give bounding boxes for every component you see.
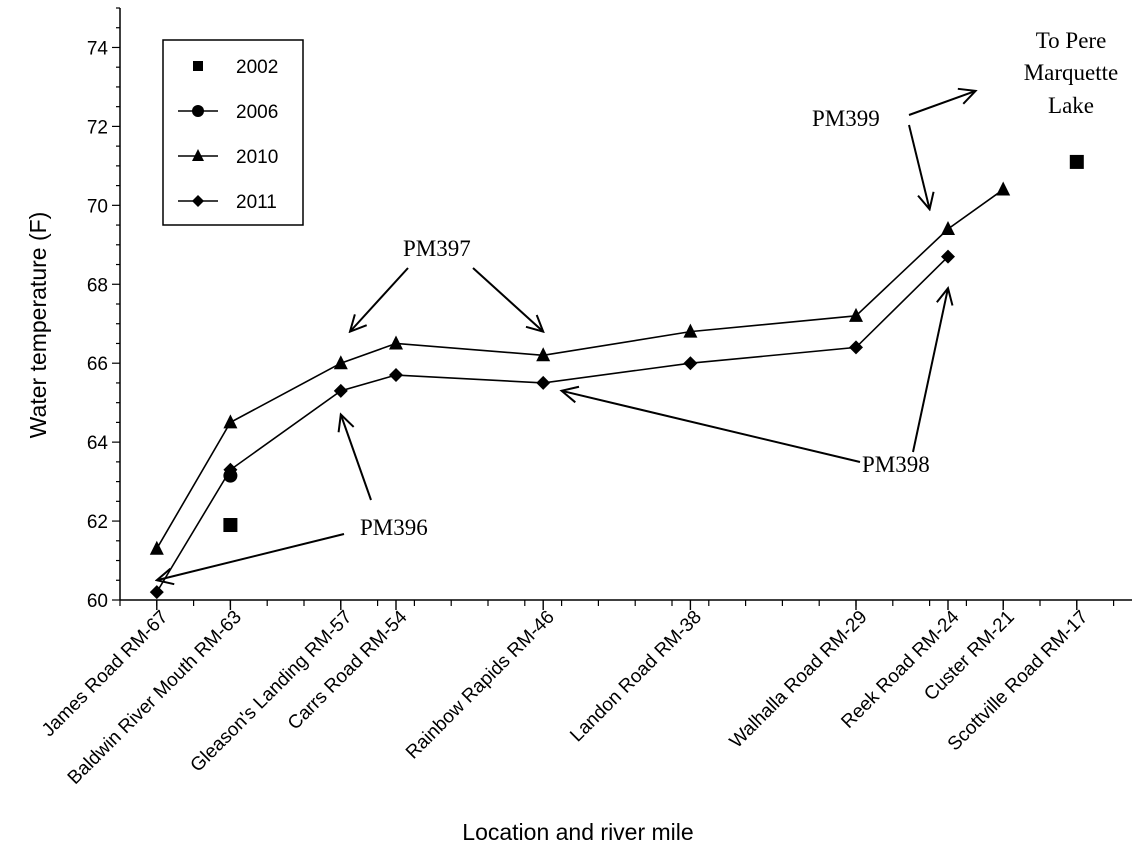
legend-marker-2006 <box>192 105 204 117</box>
legend-marker-2002 <box>193 61 203 71</box>
annotation-arrow <box>350 267 409 332</box>
y-axis-ticks: 60 62 64 66 68 70 72 74 <box>87 7 120 612</box>
annotation-arrow <box>341 415 372 501</box>
data-point-2011 <box>849 340 863 355</box>
annotation-label: Lake <box>1048 93 1094 118</box>
annotation-label: To Pere <box>1036 28 1107 53</box>
data-point-2010 <box>149 540 164 555</box>
legend-marker-2010 <box>192 149 204 161</box>
y-tick-label: 62 <box>87 512 108 533</box>
y-axis-title: Water temperature (F) <box>25 212 51 439</box>
y-tick-label: 70 <box>87 196 108 217</box>
annotation-arrow <box>908 124 930 209</box>
data-point-2010 <box>536 347 551 362</box>
data-point-2011 <box>683 356 698 371</box>
legend-marker-2011 <box>192 195 204 207</box>
data-point-2010 <box>849 307 863 322</box>
series-lines <box>156 188 1004 593</box>
annotation-arrow <box>912 288 948 453</box>
y-tick-label: 74 <box>87 38 109 59</box>
data-point-2011 <box>389 368 403 383</box>
data-point-2010 <box>996 181 1011 196</box>
data-point-2011 <box>223 462 238 477</box>
series-line-2010 <box>156 188 1004 550</box>
x-tick-label: Landon Road RM-38 <box>566 607 706 747</box>
legend-label-2006: 2006 <box>236 102 278 123</box>
annotations: PM396 PM397 PM398 PM399 To Pere Marquette Lake <box>157 28 1118 580</box>
x-tick-label: Rainbow Rapids RM-46 <box>402 607 559 764</box>
x-tick-label: Scottville Road RM-17 <box>944 607 1093 756</box>
annotation-arrow <box>562 391 861 463</box>
annotation-arrow <box>472 267 543 332</box>
legend-label-2002: 2002 <box>236 57 278 78</box>
x-tick-label: James Road RM-67 <box>38 607 172 741</box>
y-tick-label: 64 <box>87 433 109 454</box>
legend-label-2010: 2010 <box>236 147 278 168</box>
annotation-label: PM397 <box>403 236 471 261</box>
annotation-arrow <box>157 533 345 580</box>
data-point-2010 <box>223 414 238 429</box>
y-tick-label: 60 <box>87 591 108 612</box>
data-point-2010 <box>389 335 403 350</box>
y-tick-label: 68 <box>87 275 108 296</box>
annotation-arrow <box>908 91 976 116</box>
legend-label-2011: 2011 <box>236 192 277 213</box>
series-line-2011 <box>156 256 949 593</box>
data-point-2010 <box>683 323 698 338</box>
x-axis-title: Location and river mile <box>462 819 693 845</box>
data-point-2010 <box>333 355 348 370</box>
series-markers <box>149 154 1084 600</box>
legend: 2002 2006 2010 2011 <box>162 39 304 226</box>
data-point-2002 <box>1069 154 1084 169</box>
annotation-label: PM399 <box>812 106 880 131</box>
legend-box <box>162 39 304 226</box>
data-point-2010 <box>941 221 955 236</box>
annotation-label: Marquette <box>1024 60 1119 85</box>
y-tick-label: 72 <box>87 117 108 138</box>
data-point-2011 <box>333 383 348 398</box>
data-point-2002 <box>223 518 238 533</box>
data-point-2011 <box>536 375 551 390</box>
data-point-2011 <box>149 585 164 600</box>
annotation-label: PM398 <box>862 452 930 477</box>
annotation-label: PM396 <box>360 515 428 540</box>
y-tick-label: 66 <box>87 354 108 375</box>
data-point-2011 <box>941 249 955 264</box>
